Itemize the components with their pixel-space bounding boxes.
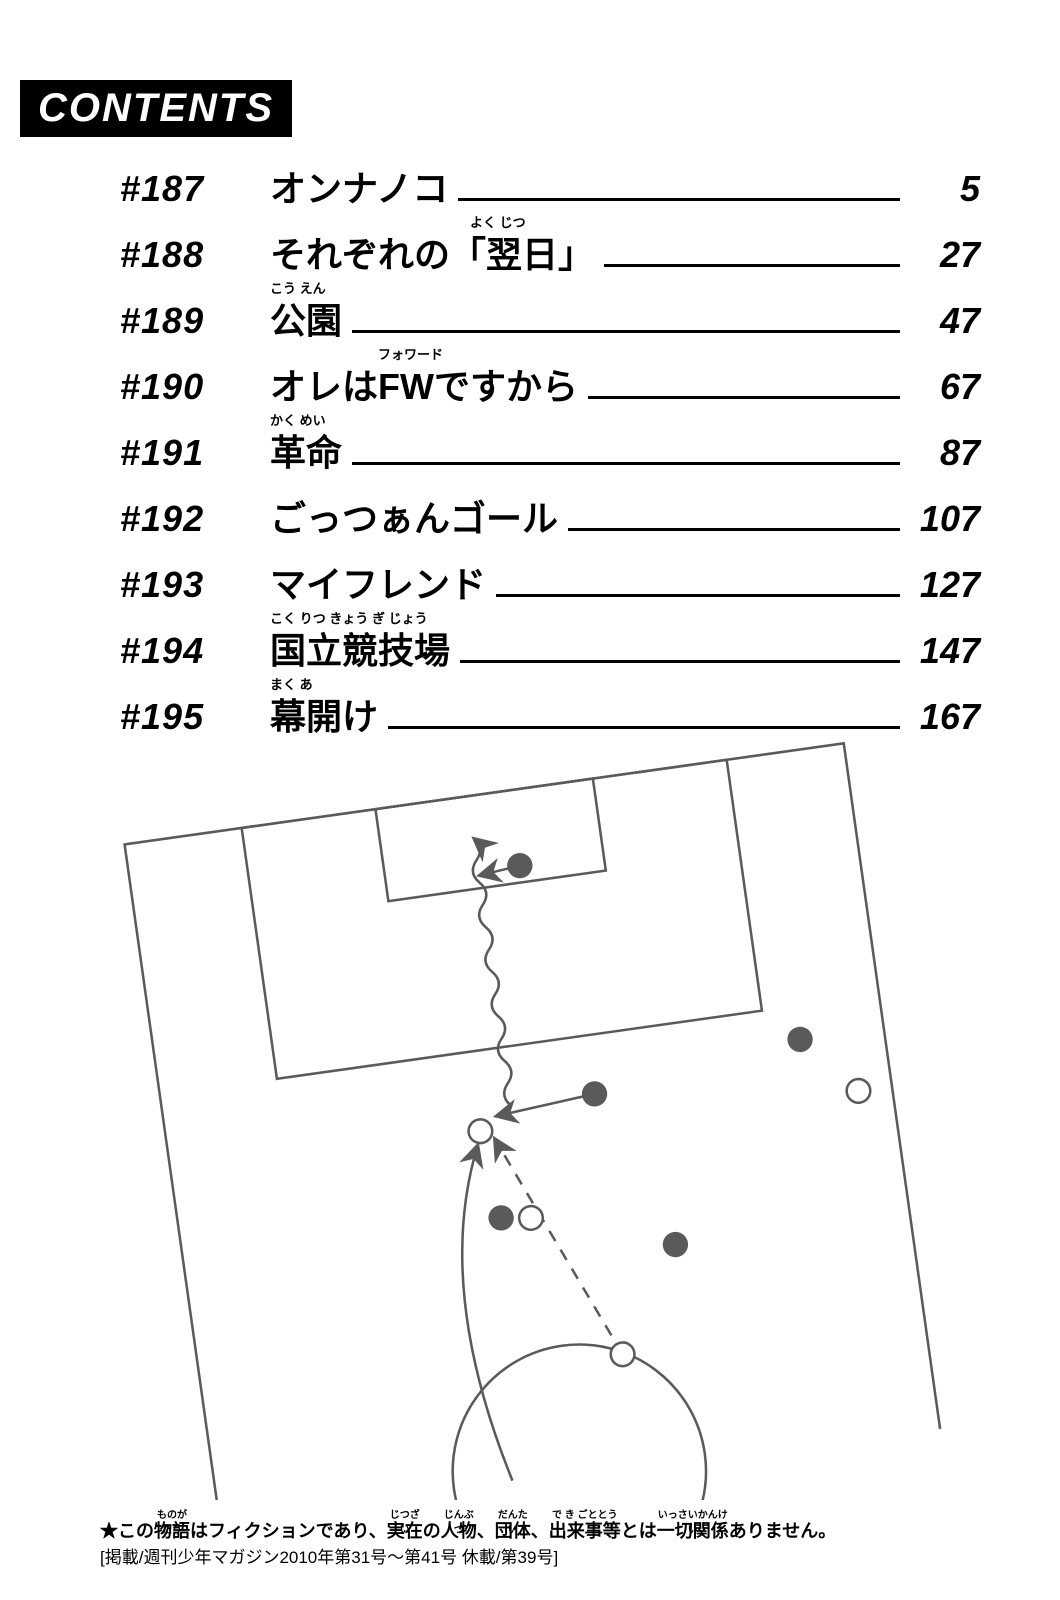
leader-line xyxy=(388,726,900,729)
page-number: 87 xyxy=(910,432,980,474)
page-number: 47 xyxy=(910,300,980,342)
page-number: 127 xyxy=(910,564,980,606)
chapter-title-wrap: かく めい革命 xyxy=(270,424,342,476)
chapter-number: #194 xyxy=(120,630,270,672)
chapter-title: マイフレンド xyxy=(270,564,486,605)
chapter-title-wrap: オンナノコ xyxy=(270,160,448,212)
toc-row: #192ごっつぁんゴール 107 xyxy=(120,490,980,542)
page-number: 27 xyxy=(910,234,980,276)
toc-row: #187オンナノコ 5 xyxy=(120,160,980,212)
leader-line xyxy=(604,264,900,267)
chapter-title-wrap: こう えん公園 xyxy=(270,292,342,344)
disclaimer-line1: ★この物語ものがたりはフィクションであり、実在じつざいの人物じんぶつ、団体だんた… xyxy=(100,1518,1000,1545)
ruby-annotation: フォワード xyxy=(378,344,443,363)
chapter-title: 革命 xyxy=(270,432,342,473)
page-number: 67 xyxy=(910,366,980,408)
toc-row: #191かく めい革命 87 xyxy=(120,424,980,476)
ruby-annotation: こく りつ きょう ぎ じょう xyxy=(270,608,428,627)
footer-disclaimer: ★この物語ものがたりはフィクションであり、実在じつざいの人物じんぶつ、団体だんた… xyxy=(100,1518,1000,1571)
chapter-number: #189 xyxy=(120,300,270,342)
chapter-title: 公園 xyxy=(270,300,342,341)
chapter-title: オンナノコ xyxy=(270,168,448,209)
chapter-number: #187 xyxy=(120,168,270,210)
chapter-title-wrap: ごっつぁんゴール xyxy=(270,490,558,542)
toc-row: #189こう えん公園 47 xyxy=(120,292,980,344)
ruby-annotation: かく めい xyxy=(270,410,326,429)
publication-info: [掲載/週刊少年マガジン2010年第31号〜第41号 休載/第39号] xyxy=(100,1545,1000,1571)
chapter-number: #193 xyxy=(120,564,270,606)
leader-line xyxy=(352,462,900,465)
chapter-title: オレはFWですから xyxy=(270,366,578,407)
chapter-number: #192 xyxy=(120,498,270,540)
contents-header: CONTENTS xyxy=(20,80,292,137)
toc-row: #190フォワードオレはFWですから 67 xyxy=(120,358,980,410)
ruby-annotation: まく あ xyxy=(270,674,313,693)
tactics-diagram xyxy=(40,740,1020,1500)
toc-row: #188よく じつそれぞれの「翌日」 27 xyxy=(120,226,980,278)
chapter-number: #191 xyxy=(120,432,270,474)
leader-line xyxy=(352,330,900,333)
table-of-contents: #187オンナノコ5#188よく じつそれぞれの「翌日」27#189こう えん公… xyxy=(120,160,980,754)
chapter-title-wrap: まく あ幕開け xyxy=(270,688,378,740)
leader-line xyxy=(496,594,900,597)
ruby-annotation: こう えん xyxy=(270,278,326,297)
chapter-number: #195 xyxy=(120,696,270,738)
leader-line xyxy=(588,396,900,399)
page-number: 107 xyxy=(910,498,980,540)
toc-row: #194こく りつ きょう ぎ じょう国立競技場 147 xyxy=(120,622,980,674)
leader-line xyxy=(568,528,900,531)
leader-line xyxy=(458,198,900,201)
chapter-number: #188 xyxy=(120,234,270,276)
chapter-number: #190 xyxy=(120,366,270,408)
chapter-title: 国立競技場 xyxy=(270,630,450,671)
chapter-title-wrap: フォワードオレはFWですから xyxy=(270,358,578,410)
chapter-title: ごっつぁんゴール xyxy=(270,498,558,539)
chapter-title: 幕開け xyxy=(270,696,378,737)
page-number: 147 xyxy=(910,630,980,672)
page-number: 167 xyxy=(910,696,980,738)
ruby-annotation: よく じつ xyxy=(470,212,526,231)
chapter-title-wrap: マイフレンド xyxy=(270,556,486,608)
chapter-title: それぞれの「翌日」 xyxy=(270,234,594,275)
toc-row: #193マイフレンド 127 xyxy=(120,556,980,608)
toc-row: #195まく あ幕開け 167 xyxy=(120,688,980,740)
chapter-title-wrap: よく じつそれぞれの「翌日」 xyxy=(270,226,594,278)
page-number: 5 xyxy=(910,168,980,210)
leader-line xyxy=(460,660,900,663)
chapter-title-wrap: こく りつ きょう ぎ じょう国立競技場 xyxy=(270,622,450,674)
